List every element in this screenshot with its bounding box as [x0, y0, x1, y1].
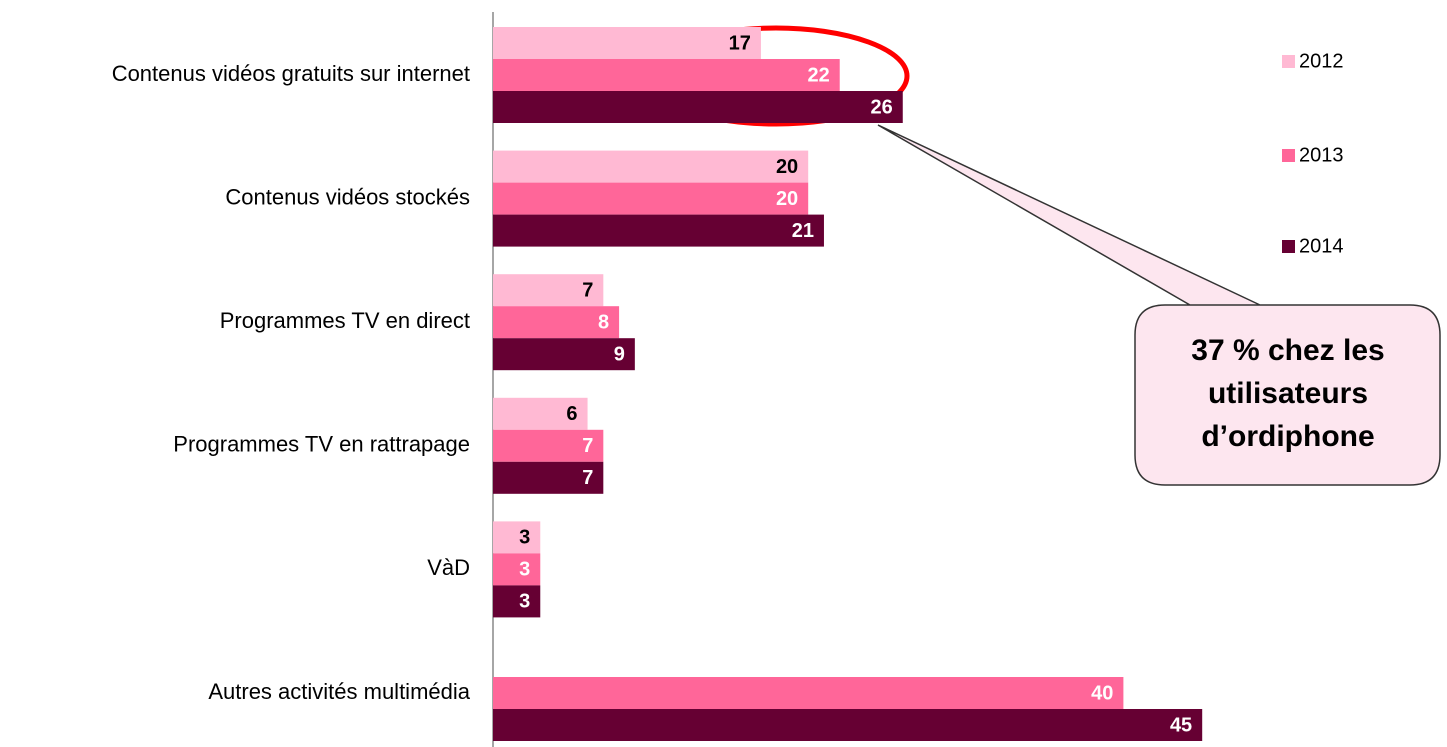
value-label: 20: [776, 188, 798, 210]
legend-swatch: [1282, 149, 1295, 162]
value-label: 22: [807, 64, 829, 86]
value-label: 26: [871, 96, 893, 118]
value-label: 9: [614, 343, 625, 365]
bar: [493, 677, 1124, 709]
bar: [493, 182, 809, 215]
value-label: 3: [519, 559, 530, 581]
value-label: 45: [1170, 714, 1192, 736]
callout-text: 37 % chez les: [1191, 334, 1384, 367]
category-label: Programmes TV en rattrapage: [173, 432, 470, 457]
bar: [493, 338, 635, 371]
value-label: 7: [582, 467, 593, 489]
category-label: Contenus vidéos stockés: [225, 184, 470, 209]
bar: [493, 274, 604, 307]
bar: [493, 91, 903, 123]
value-label: 3: [519, 591, 530, 613]
bar: [493, 585, 541, 618]
value-label: 21: [792, 220, 814, 242]
value-label: 20: [776, 156, 798, 178]
legend-swatch: [1282, 55, 1295, 68]
category-label: Autres activités multimédia: [208, 679, 470, 704]
value-label: 3: [519, 527, 530, 549]
bar: [493, 306, 620, 339]
callout: [877, 124, 1441, 486]
legend-label: 2012: [1299, 50, 1344, 72]
callout-text: d’ordiphone: [1201, 420, 1374, 453]
bar: [493, 27, 761, 59]
bar: [493, 461, 604, 494]
bar: [493, 59, 840, 91]
legend-label: 2014: [1299, 235, 1344, 257]
value-label: 17: [729, 32, 751, 54]
category-label: Programmes TV en direct: [220, 308, 470, 333]
category-label: VàD: [427, 555, 470, 580]
callout-text: utilisateurs: [1208, 377, 1368, 410]
legend-label: 2013: [1299, 144, 1344, 166]
legend-swatch: [1282, 240, 1295, 253]
bar: [493, 553, 541, 586]
bar: [493, 397, 588, 430]
bar: [493, 150, 809, 183]
value-label: 8: [598, 311, 609, 333]
value-label: 6: [566, 403, 577, 425]
bar: [493, 521, 541, 554]
category-label: Contenus vidéos gratuits sur internet: [112, 61, 470, 86]
bar: [493, 214, 824, 247]
value-label: 40: [1091, 682, 1113, 704]
value-label: 7: [582, 279, 593, 301]
bar: [493, 709, 1203, 741]
value-label: 7: [582, 435, 593, 457]
bar: [493, 429, 604, 462]
